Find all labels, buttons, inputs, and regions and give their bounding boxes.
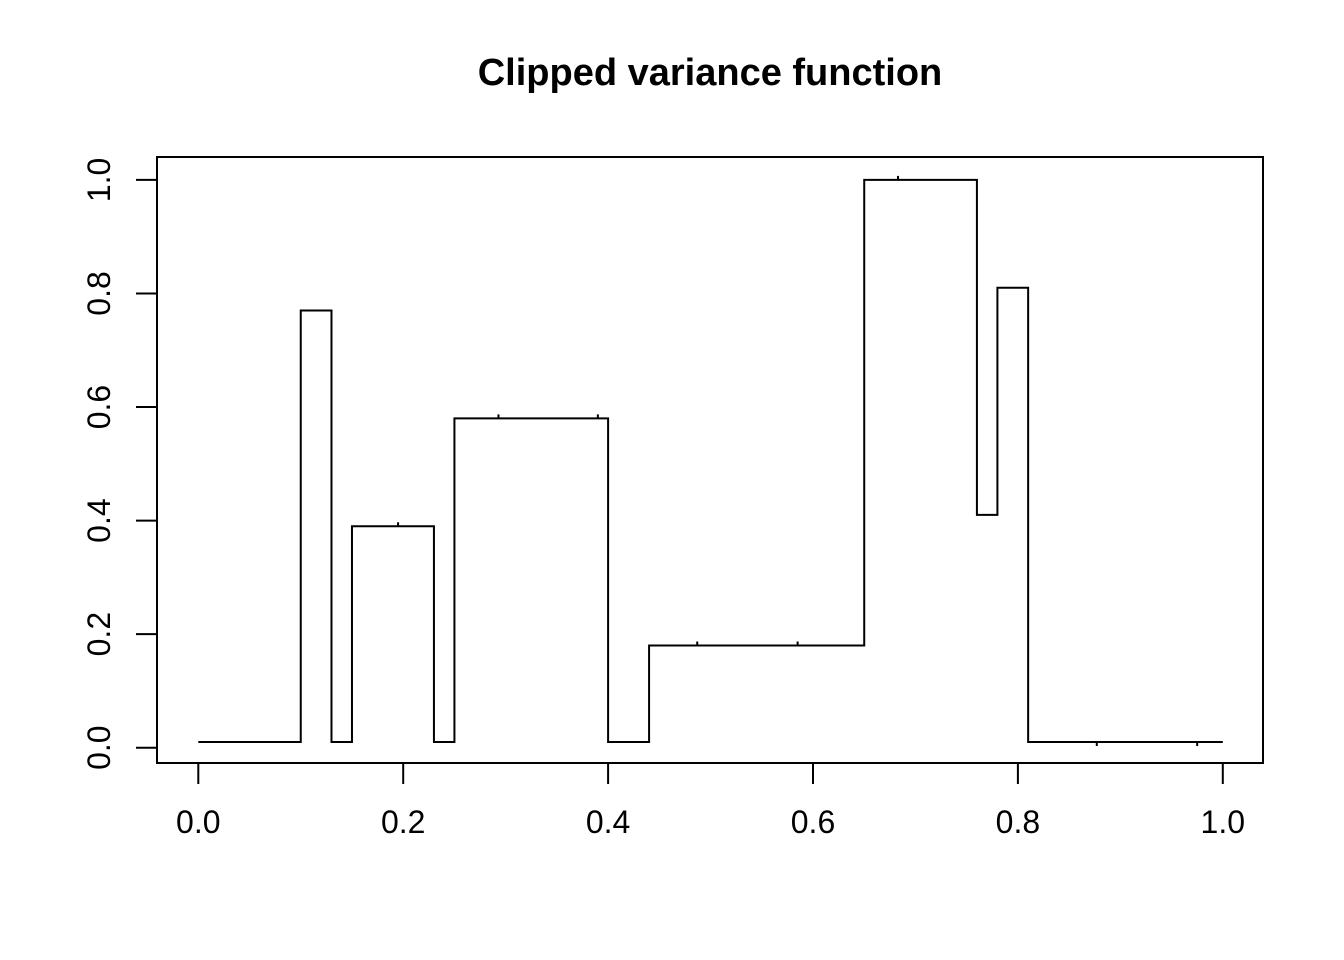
x-axis-tick-label: 0.0 (176, 804, 220, 840)
step-function-line (198, 178, 1223, 744)
y-axis-tick-label: 0.8 (81, 271, 117, 315)
y-axis-tick-label: 0.4 (81, 498, 117, 542)
y-axis-tick-label: 1.0 (81, 158, 117, 202)
y-axis-tick-label: 0.0 (81, 725, 117, 769)
y-axis-tick-label: 0.2 (81, 612, 117, 656)
plot-box (156, 156, 1264, 764)
x-axis-tick-label: 0.6 (791, 804, 835, 840)
x-axis-tick-label: 0.8 (996, 804, 1040, 840)
x-axis-tick-label: 1.0 (1201, 804, 1245, 840)
x-axis-tick-label: 0.4 (586, 804, 630, 840)
y-axis-tick-label: 0.6 (81, 385, 117, 429)
chart-title: Clipped variance function (477, 52, 943, 94)
x-axis-tick-label: 0.2 (381, 804, 425, 840)
